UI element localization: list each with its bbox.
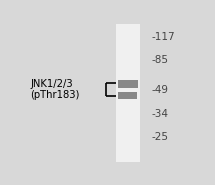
FancyBboxPatch shape [116, 24, 140, 162]
FancyBboxPatch shape [118, 92, 137, 99]
Text: -117: -117 [152, 32, 175, 42]
FancyBboxPatch shape [118, 80, 138, 88]
Text: -25: -25 [152, 132, 169, 142]
Text: JNK1/2/3: JNK1/2/3 [30, 79, 73, 89]
Text: (pThr183): (pThr183) [30, 90, 80, 100]
Text: -34: -34 [152, 109, 169, 119]
Text: -49: -49 [152, 85, 169, 95]
Text: -85: -85 [152, 55, 169, 65]
